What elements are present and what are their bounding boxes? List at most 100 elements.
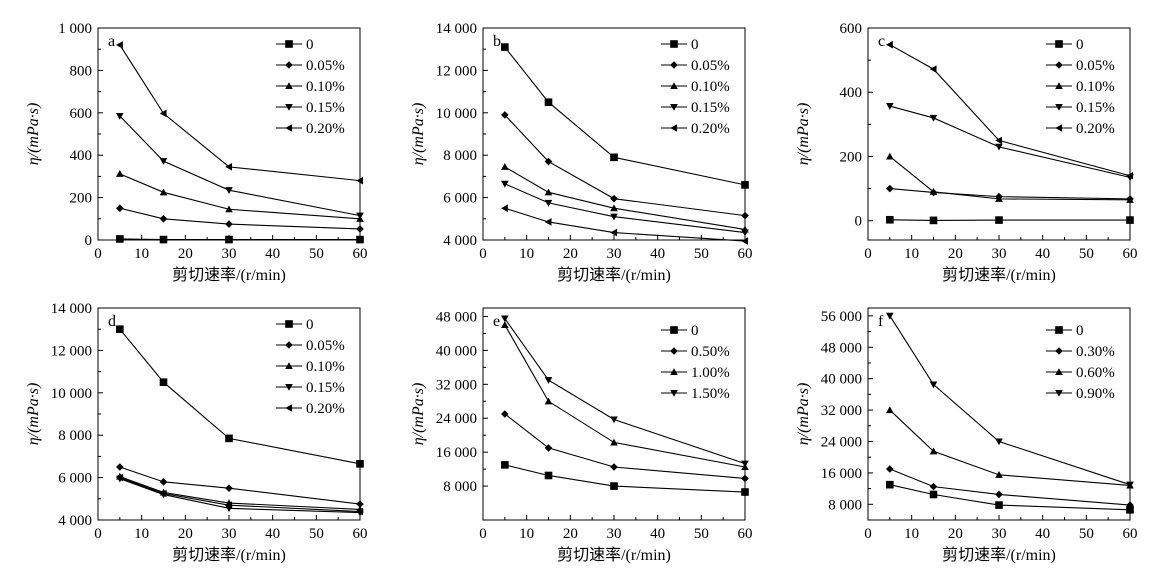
data-point [995,471,1003,478]
y-tick-label: 800 [70,63,93,79]
legend-entry: 1.00% [661,365,730,381]
legend-marker [670,82,678,90]
data-point [159,215,168,223]
x-tick-label: 40 [650,526,665,542]
legend-entry: 0.10% [1046,79,1115,95]
legend-label: 0.20% [306,401,345,417]
x-tick-label: 10 [519,526,534,542]
y-tick-label: 4 000 [443,233,477,249]
x-axis-label: 剪切速率/(r/min) [557,546,671,564]
x-tick-label: 60 [353,246,368,262]
data-point [1126,501,1134,509]
legend-entry: 0 [1046,323,1084,339]
series-5 [116,41,364,185]
data-point [610,228,618,237]
series-line [119,478,361,514]
x-tick-label: 0 [479,526,487,542]
series-line [889,409,1131,487]
legend-label: 0 [1076,323,1084,339]
legend-label: 0.30% [1076,344,1115,360]
series-line [889,484,1131,511]
data-point [929,188,938,195]
data-point [356,176,364,185]
y-axis-label: η/(mPa·s) [25,383,42,446]
legend-label: 0 [306,37,314,53]
panel-label: f [878,313,884,330]
data-point [610,416,618,424]
series-line [119,238,360,241]
data-point [356,460,364,468]
data-point [886,184,894,193]
data-point [544,377,553,384]
y-tick-label: 600 [840,21,863,37]
legend-marker [670,389,678,397]
legend-marker [1055,389,1063,397]
data-point [610,482,618,490]
legend-label: 0 [306,317,314,333]
series-line [889,105,1131,178]
legend-marker [285,82,293,90]
data-point [741,229,749,237]
legend-marker [285,404,293,412]
data-point [544,218,552,226]
y-tick-label: 12 000 [436,63,477,79]
data-point [225,187,233,194]
y-tick-label: 14 000 [51,301,92,317]
x-tick-label: 20 [563,526,578,542]
x-tick-label: 0 [94,526,102,542]
data-point [995,501,1003,509]
legend-entry: 0.15% [276,380,345,396]
data-point [501,43,509,51]
x-tick-label: 50 [694,246,709,262]
data-point [1126,505,1134,514]
x-tick-label: 20 [948,246,963,262]
y-axis-label: η/(mPa·s) [25,103,42,166]
x-tick-label: 50 [1079,526,1094,542]
legend-entry: 0 [276,37,314,53]
legend-label: 1.00% [691,365,730,381]
series-line [889,468,1131,506]
series-1 [116,325,364,468]
y-tick-label: 10 000 [51,386,92,402]
legend-entry: 0.10% [276,359,345,375]
x-tick-label: 40 [265,526,280,542]
legend-entry: 0.05% [276,338,345,354]
x-tick-label: 20 [178,246,193,262]
legend-marker [670,40,678,48]
legend-marker [670,347,678,355]
data-point [741,488,749,496]
data-point [886,152,894,160]
legend-label: 0.05% [1076,58,1115,74]
data-point [929,482,938,491]
legend-marker [285,40,293,48]
legend-entry: 1.50% [661,386,730,402]
legend-marker [670,103,678,111]
series-line [119,115,361,217]
x-tick-label: 0 [479,246,487,262]
legend-marker [285,320,293,328]
data-point [995,136,1003,145]
series-line [504,46,746,186]
data-point [886,215,894,224]
data-point [225,434,233,443]
data-point [116,170,124,177]
x-tick-label: 10 [904,246,919,262]
y-tick-label: 6 000 [443,191,477,207]
data-point [159,109,167,118]
legend-label: 0 [691,37,699,53]
legend-label: 0.05% [306,58,345,74]
legend-label: 0.05% [691,58,730,74]
x-tick-label: 50 [309,526,324,542]
data-point [225,205,233,213]
data-point [995,490,1003,499]
data-point [159,235,168,244]
data-point [544,199,553,207]
legend-entry: 0.20% [1046,121,1115,137]
legend-entry: 0.15% [276,100,345,116]
legend-marker [285,124,293,132]
series-line [504,324,746,468]
data-point [501,461,509,469]
data-point [610,438,618,446]
panel-label: b [493,33,501,50]
legend-marker [285,383,293,391]
